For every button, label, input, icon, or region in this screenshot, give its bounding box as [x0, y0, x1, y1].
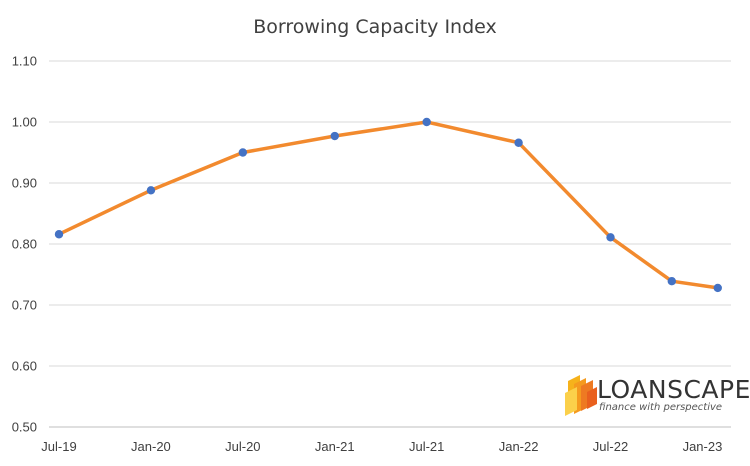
logo-name: LOANSCAPE — [597, 375, 750, 404]
y-tick-label: 0.50 — [12, 420, 37, 435]
x-axis-tick-labels: Jul-19 Jan-20 Jul-20 Jan-21 Jul-21 Jan-22 Jul-… — [41, 439, 722, 454]
x-tick-label: Jan-22 — [499, 439, 539, 454]
data-point — [667, 277, 676, 286]
chart-title: Borrowing Capacity Index — [253, 16, 497, 38]
x-tick-label: Jan-23 — [683, 439, 723, 454]
x-tick-label: Jul-22 — [593, 439, 628, 454]
y-tick-label: 0.80 — [12, 237, 37, 252]
data-point — [713, 283, 722, 293]
data-point — [330, 131, 339, 141]
loanscape-logo: LOANSCAPE finance with perspective — [565, 375, 750, 416]
y-tick-label: 0.70 — [12, 298, 37, 313]
loanscape-logo-mark — [565, 375, 597, 416]
y-tick-label: 0.60 — [12, 359, 37, 374]
data-point — [514, 138, 523, 147]
x-tick-label: Jan-21 — [315, 439, 355, 454]
data-point — [606, 233, 615, 242]
logo-tagline: finance with perspective — [599, 402, 722, 413]
series-borrowing-capacity — [54, 117, 722, 293]
y-tick-label: 1.00 — [12, 115, 37, 130]
data-point — [146, 186, 156, 195]
x-tick-label: Jul-19 — [41, 439, 76, 454]
series-line — [57, 120, 720, 290]
gridlines — [49, 60, 731, 428]
x-tick-label: Jan-20 — [131, 439, 171, 454]
data-point — [422, 117, 431, 127]
data-point — [238, 148, 248, 157]
y-tick-label: 1.10 — [12, 54, 37, 69]
data-point — [54, 230, 64, 239]
y-tick-label: 0.90 — [12, 176, 37, 191]
y-axis-tick-labels: 0.50 0.60 0.70 0.80 0.90 1.00 1.10 — [12, 54, 37, 435]
x-tick-label: Jul-20 — [225, 439, 260, 454]
x-tick-label: Jul-21 — [409, 439, 444, 454]
